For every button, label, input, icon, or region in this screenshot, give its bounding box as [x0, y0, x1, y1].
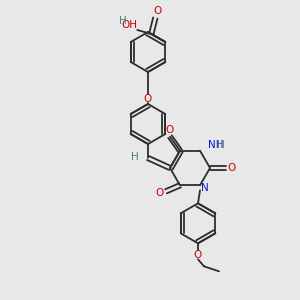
Text: O: O — [166, 125, 174, 135]
Text: O: O — [144, 94, 152, 104]
Text: H: H — [131, 152, 139, 162]
Text: O: O — [153, 6, 161, 16]
Text: O: O — [228, 163, 236, 173]
Text: O: O — [156, 188, 164, 198]
Text: N: N — [201, 183, 209, 193]
Text: H: H — [217, 140, 225, 150]
Text: O: O — [194, 250, 202, 260]
Text: NH: NH — [208, 140, 224, 150]
Text: H: H — [119, 16, 127, 26]
Text: OH: OH — [121, 20, 137, 30]
